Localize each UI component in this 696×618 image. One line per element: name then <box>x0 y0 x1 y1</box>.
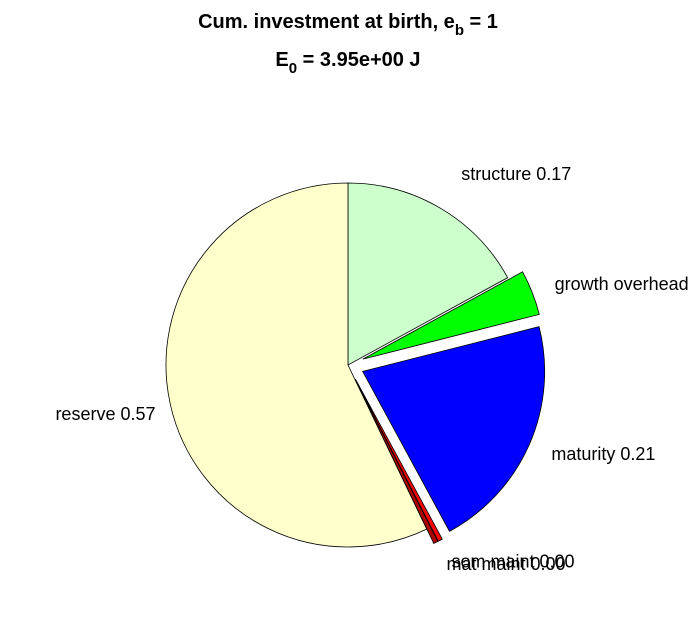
pie-slice <box>165 182 428 548</box>
slice-category: reserve <box>55 404 115 424</box>
slice-label: som maint 0.00 <box>451 551 574 571</box>
slice-label: reserve 0.57 <box>55 404 155 424</box>
subtitle-subscript: 0 <box>289 60 297 77</box>
pie-slice <box>354 379 439 544</box>
title-subscript: b <box>455 22 464 39</box>
chart-title: Cum. investment at birth, eb = 1 <box>198 11 498 39</box>
title-text: Cum. investment at birth, e <box>198 11 455 33</box>
subtitle-text: = 3.95e+00 J <box>297 49 420 71</box>
slice-label: growth overhead <box>555 274 689 294</box>
slice-category: maturity <box>551 444 615 464</box>
slice-value: 0.00 <box>539 551 574 571</box>
slice-value: 0.17 <box>536 164 571 184</box>
pie-slice <box>347 182 509 366</box>
pie-slice <box>362 271 540 360</box>
slice-category: som maint <box>451 551 534 571</box>
slice-value: 0.57 <box>120 404 155 424</box>
slice-category: structure <box>461 164 531 184</box>
slice-label: mat maint 0.00 <box>446 554 565 574</box>
slice-category: growth overhead <box>555 274 689 294</box>
slice-value: 0.00 <box>531 554 566 574</box>
pie-slice <box>362 326 546 532</box>
title-text: = 1 <box>464 11 498 33</box>
chart-subtitle: E0 = 3.95e+00 J <box>275 49 420 77</box>
slice-category: mat maint <box>446 554 525 574</box>
pie-slice <box>355 378 443 542</box>
subtitle-text: E <box>275 49 288 71</box>
slice-label: maturity 0.21 <box>551 444 655 464</box>
slice-value: 0.21 <box>620 444 655 464</box>
slice-label: structure 0.17 <box>461 164 571 184</box>
